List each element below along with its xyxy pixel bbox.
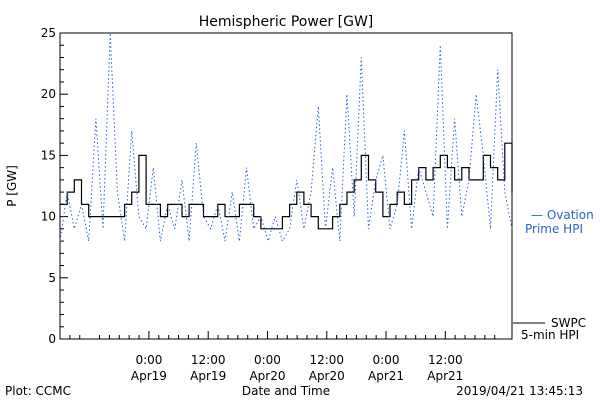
x-tick-time-5: 12:00 <box>428 353 463 367</box>
y-tick-label-20: 20 <box>41 87 56 101</box>
x-tick-time-2: 0:00 <box>254 353 281 367</box>
x-tick-time-1: 12:00 <box>191 353 226 367</box>
x-axis-label: Date and Time <box>242 384 330 398</box>
y-tick-label-0: 0 <box>48 332 56 346</box>
x-tick-time-0: 0:00 <box>135 353 162 367</box>
series-layer <box>59 32 513 243</box>
chart-title: Hemispheric Power [GW] <box>199 14 374 30</box>
y-tick-label-25: 25 <box>41 26 56 40</box>
plot-credit: Plot: CCMC <box>5 384 71 398</box>
plot-timestamp: 2019/04/21 13:45:13 <box>456 384 583 398</box>
x-axis: 0:00 Apr19 12:00 Apr19 0:00 Apr20 12:00 Apr20 0:… <box>59 331 496 383</box>
x-tick-date-2: Apr20 <box>249 369 285 383</box>
x-tick-date-5: Apr21 <box>427 369 463 383</box>
legend-ovation-line2: Prime HPI <box>525 222 583 236</box>
series-1-line <box>59 32 513 243</box>
y-tick-label-15: 15 <box>41 148 56 162</box>
x-tick-time-3: 12:00 <box>309 353 344 367</box>
legend: — Ovation Prime HPI SWPC 5-min HPI <box>513 208 594 342</box>
y-axis-label: P [GW] <box>5 165 19 207</box>
legend-ovation-line1: — Ovation <box>531 208 594 222</box>
legend-swpc-line2: 5-min HPI <box>521 328 579 342</box>
x-tick-date-3: Apr20 <box>309 369 345 383</box>
y-axis: 0 5 10 15 20 25 <box>41 26 68 346</box>
x-tick-date-0: Apr19 <box>131 369 167 383</box>
series-0-line <box>60 142 513 230</box>
x-tick-date-1: Apr19 <box>190 369 226 383</box>
x-tick-date-4: Apr21 <box>368 369 404 383</box>
legend-swpc-line1: SWPC <box>551 316 586 330</box>
plot-frame <box>59 32 513 340</box>
y-tick-label-10: 10 <box>41 210 56 224</box>
x-tick-time-4: 0:00 <box>373 353 400 367</box>
y-tick-label-5: 5 <box>48 271 56 285</box>
